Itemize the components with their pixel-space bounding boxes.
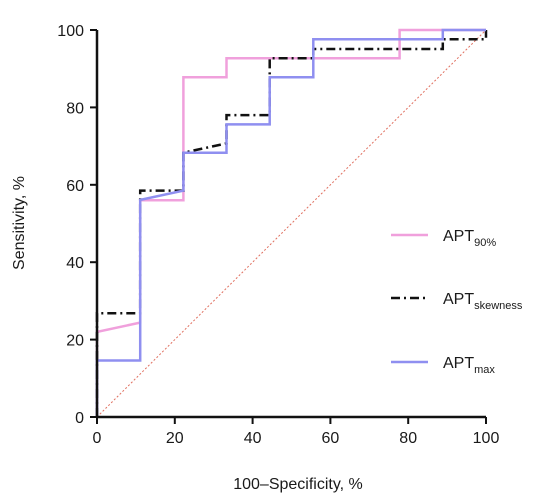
reference-line <box>96 29 487 418</box>
x-tick-label: 100 <box>473 430 500 447</box>
legend: APT90% APTskewness APTmax <box>391 228 523 376</box>
legend-label: APT90% <box>443 228 496 249</box>
series-line-skewness <box>95 30 488 417</box>
legend-label: APTskewness <box>443 291 523 312</box>
tick-labels: 0 20 40 60 80 100 0 20 40 60 80 100 <box>57 23 499 447</box>
x-tick-label: 0 <box>93 430 102 447</box>
x-tick-label: 80 <box>399 430 417 447</box>
x-axis-label: 100–Specificity, % <box>233 476 363 493</box>
y-tick-label: 80 <box>66 100 84 117</box>
legend-item: APTskewness <box>391 291 523 312</box>
x-tick-label: 40 <box>244 430 262 447</box>
series-layer <box>95 28 488 417</box>
legend-label: APTmax <box>443 355 495 376</box>
legend-item: APTmax <box>391 355 495 376</box>
x-tick-label: 20 <box>166 430 184 447</box>
y-tick-label: 60 <box>66 178 84 195</box>
y-tick-label: 0 <box>75 410 84 427</box>
series-line-max <box>95 28 486 417</box>
y-tick-label: 40 <box>66 255 84 272</box>
x-tick-label: 60 <box>322 430 340 447</box>
axes <box>95 30 486 419</box>
legend-item: APT90% <box>391 228 496 249</box>
y-tick-label: 100 <box>57 23 84 40</box>
series-line-90pct <box>95 28 486 417</box>
y-axis-label: Sensitivity, % <box>11 176 28 270</box>
y-tick-label: 20 <box>66 333 84 350</box>
reference-diagonal <box>96 29 487 418</box>
